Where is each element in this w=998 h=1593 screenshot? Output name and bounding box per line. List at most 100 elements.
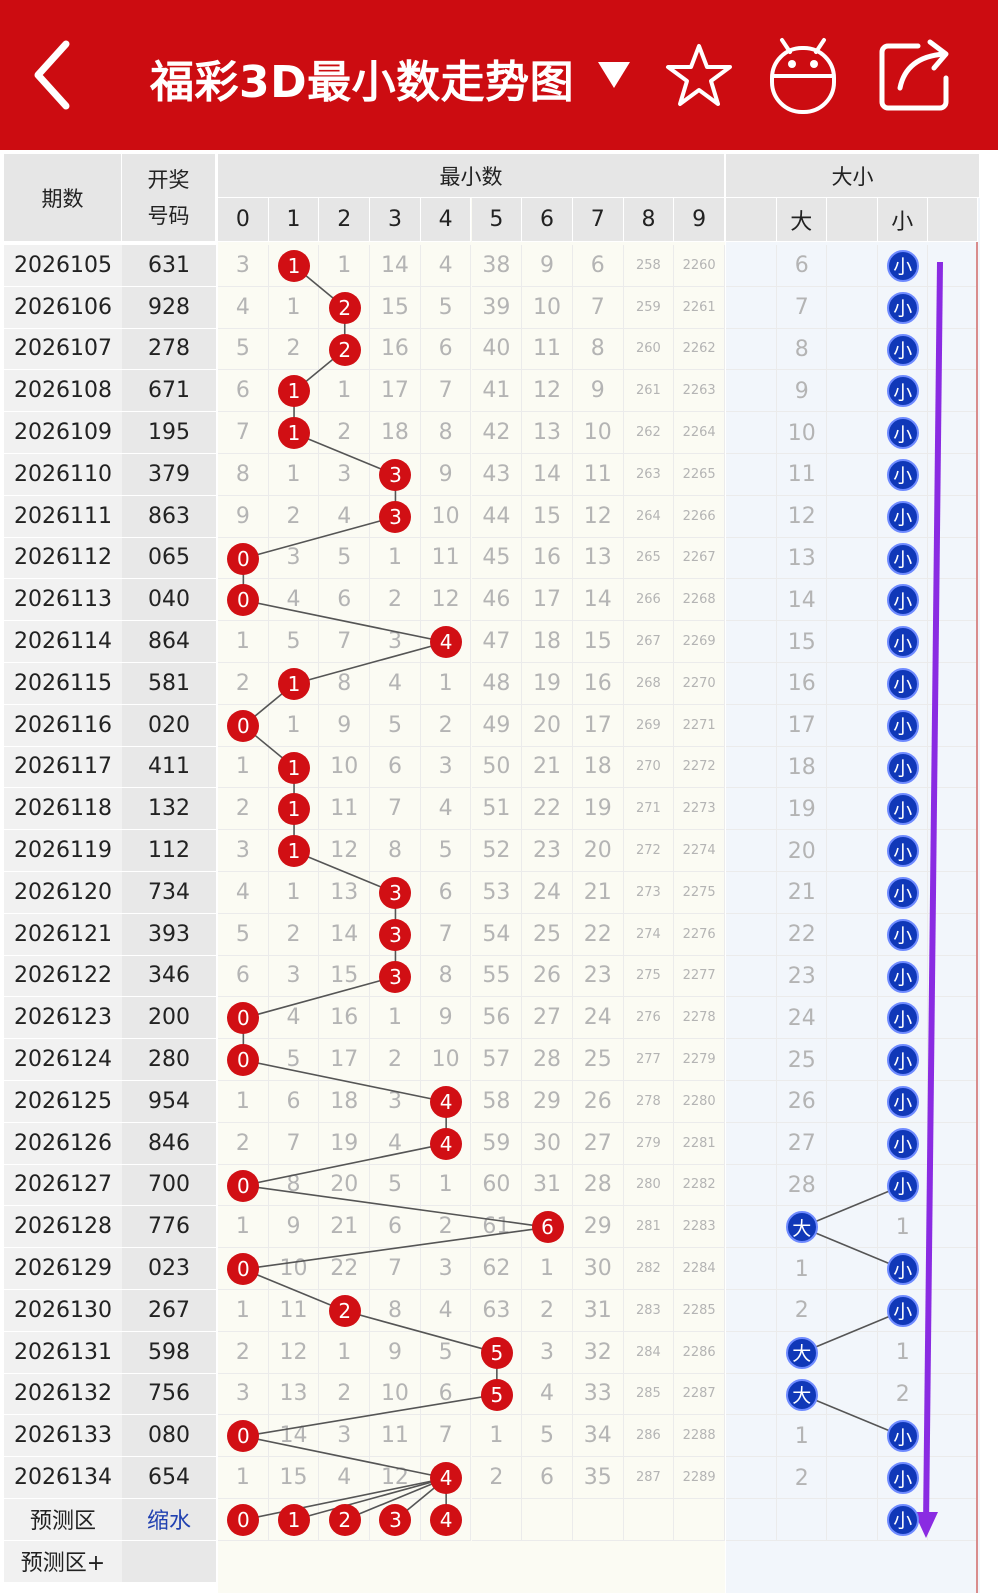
size-omission-cell: 1: [895, 1214, 910, 1240]
omission-cell: 263: [623, 454, 675, 496]
size-grid-cell: [726, 1122, 777, 1165]
prediction-cell[interactable]: [623, 1499, 675, 1541]
min-number-ball: 2: [328, 291, 361, 324]
header-digit-0: 0: [218, 198, 269, 242]
table-row-period: 2026125: [4, 1081, 122, 1123]
table-row-period: 2026107: [4, 328, 122, 371]
omission-cell: 2271: [674, 704, 725, 747]
table-row-period: 2026119: [4, 830, 122, 872]
omission-cell: 21: [319, 1206, 371, 1249]
size-grid-cell: [827, 788, 878, 831]
size-grid-cell: [726, 955, 777, 998]
prediction-size-cell[interactable]: [776, 1499, 827, 1541]
omission-cell: 8: [420, 412, 472, 454]
header-digit-6: 6: [522, 198, 573, 242]
omission-cell: 1: [218, 1081, 269, 1123]
size-grid-cell: [827, 1081, 878, 1123]
android-robot-icon[interactable]: [768, 34, 838, 116]
prediction-size-cell[interactable]: [928, 1499, 978, 1541]
omission-cell: 3: [268, 537, 320, 580]
table-row-period: 2026115: [4, 663, 122, 705]
omission-cell: 1: [370, 997, 421, 1040]
size-grid-cell: [726, 245, 777, 287]
omission-cell: 12: [370, 1457, 421, 1499]
omission-cell: 2262: [674, 328, 725, 371]
omission-cell: 7: [420, 370, 472, 413]
page-title[interactable]: 福彩3D最小数走势图: [150, 57, 575, 108]
min-number-ball: 5: [480, 1336, 513, 1369]
size-grid-cell: [928, 1415, 978, 1458]
size-omission-cell: 27: [787, 1131, 816, 1157]
size-grid-cell: [776, 579, 827, 622]
prediction-ball[interactable]: 2: [328, 1503, 361, 1536]
size-omission-cell: 2: [895, 1381, 910, 1407]
min-number-ball: 1: [278, 375, 311, 408]
size-omission-cell: 8: [794, 336, 809, 362]
prediction-cell[interactable]: [522, 1499, 573, 1541]
min-number-ball: 2: [328, 1294, 361, 1327]
size-grid-cell: [928, 788, 978, 831]
size-ball: 小: [886, 835, 919, 868]
size-grid-cell: [726, 1290, 777, 1332]
star-icon[interactable]: [664, 42, 734, 108]
prediction-ball[interactable]: 1: [278, 1503, 311, 1536]
omission-cell: 14: [319, 913, 371, 956]
omission-cell: 7: [370, 1248, 421, 1290]
prediction-cell[interactable]: [572, 1499, 624, 1541]
min-number-ball: 1: [278, 667, 311, 700]
omission-cell: 7: [420, 1415, 472, 1458]
prediction-size-cell[interactable]: [827, 1499, 878, 1541]
prediction-cell[interactable]: [420, 1499, 472, 1541]
omission-cell: 6: [370, 1206, 421, 1249]
omission-cell: 1: [268, 286, 320, 329]
prediction-cell[interactable]: [471, 1499, 523, 1541]
omission-cell: 33: [572, 1373, 624, 1416]
prediction-code-link[interactable]: 缩水: [122, 1499, 216, 1541]
header-digit-8: 8: [623, 198, 675, 242]
size-grid-cell: [928, 1331, 978, 1374]
header-digit-3: 3: [370, 198, 421, 242]
omission-cell: 56: [471, 997, 523, 1040]
size-grid-cell: [726, 370, 777, 413]
prediction-ball[interactable]: 4: [430, 1503, 463, 1536]
size-grid-cell: [726, 1457, 777, 1499]
table-row-period: 2026122: [4, 955, 122, 998]
min-number-ball: 3: [379, 458, 412, 491]
omission-cell: 273: [623, 872, 675, 914]
omission-cell: 10: [370, 1373, 421, 1416]
caret-down-icon[interactable]: [596, 60, 632, 90]
size-grid-cell: [776, 872, 827, 914]
min-number-ball: 0: [227, 709, 260, 742]
table-row-code: 700: [122, 1164, 216, 1207]
omission-cell: 6: [420, 1373, 472, 1416]
omission-cell: 2: [218, 663, 269, 705]
size-ball: 小: [886, 1253, 919, 1286]
omission-cell: 8: [319, 663, 371, 705]
prediction-ball[interactable]: 0: [227, 1503, 260, 1536]
chevron-left-icon[interactable]: [30, 40, 74, 110]
size-grid-cell: [827, 704, 878, 747]
size-grid-cell: [827, 537, 878, 580]
omission-cell: 11: [522, 328, 573, 371]
prediction-cell[interactable]: [674, 1499, 725, 1541]
size-grid-cell: [827, 286, 878, 329]
prediction-ball[interactable]: 3: [379, 1503, 412, 1536]
size-grid-cell: [928, 454, 978, 496]
omission-cell: 44: [471, 495, 523, 538]
omission-cell: 270: [623, 746, 675, 789]
prediction-size-cell[interactable]: [726, 1499, 777, 1541]
omission-cell: 3: [522, 1331, 573, 1374]
size-grid-cell: [827, 955, 878, 998]
table-row-period: 2026131: [4, 1331, 122, 1374]
share-icon[interactable]: [878, 38, 954, 112]
omission-cell: 24: [522, 872, 573, 914]
omission-cell: 2287: [674, 1373, 725, 1416]
size-grid-cell: [827, 454, 878, 496]
size-grid-cell: [726, 286, 777, 329]
size-grid-cell: [928, 1457, 978, 1499]
size-grid-cell: [776, 412, 827, 454]
omission-cell: 11: [268, 1290, 320, 1332]
omission-cell: 10: [319, 746, 371, 789]
omission-cell: 269: [623, 704, 675, 747]
omission-cell: 2: [268, 913, 320, 956]
